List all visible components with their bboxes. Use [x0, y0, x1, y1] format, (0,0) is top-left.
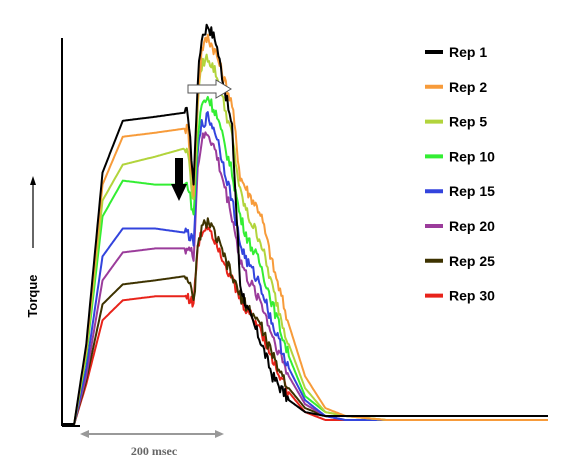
time-scale-label: 200 msec: [131, 444, 178, 458]
legend-item: Rep 15: [425, 183, 495, 199]
legend-item: Rep 20: [425, 218, 495, 234]
series-line-rep-20: [62, 131, 548, 425]
legend-item: Rep 25: [425, 253, 495, 269]
series-line-rep-1: [62, 23, 548, 425]
series-line-rep-5: [62, 53, 548, 425]
legend-label: Rep 30: [449, 288, 495, 304]
legend-label: Rep 1: [449, 44, 487, 60]
legend-label: Rep 20: [449, 218, 495, 234]
legend-label: Rep 15: [449, 183, 495, 199]
y-axis-label-group: Torque: [25, 176, 40, 318]
legend-label: Rep 5: [449, 114, 487, 130]
legend-item: Rep 30: [425, 288, 495, 304]
series-group: [62, 23, 548, 425]
legend-label: Rep 2: [449, 79, 487, 95]
legend-item: Rep 1: [425, 44, 487, 60]
legend-item: Rep 5: [425, 114, 487, 130]
time-scale-bar: 200 msec: [80, 430, 224, 458]
legend-item: Rep 2: [425, 79, 487, 95]
y-axis-label: Torque: [25, 274, 40, 317]
legend-label: Rep 10: [449, 148, 495, 164]
peak-arrow-marker: [187, 79, 232, 99]
legend-label: Rep 25: [449, 253, 495, 269]
plateau-arrow-marker: [171, 158, 187, 201]
series-line-rep-2: [62, 33, 548, 425]
y-axis-arrowhead: [30, 176, 36, 185]
legend-item: Rep 10: [425, 148, 495, 164]
series-line-rep-25: [62, 217, 548, 425]
legend: Rep 1 Rep 2 Rep 5 Rep 10 Rep 15 Rep 20 Rep 25 R…: [425, 44, 495, 304]
